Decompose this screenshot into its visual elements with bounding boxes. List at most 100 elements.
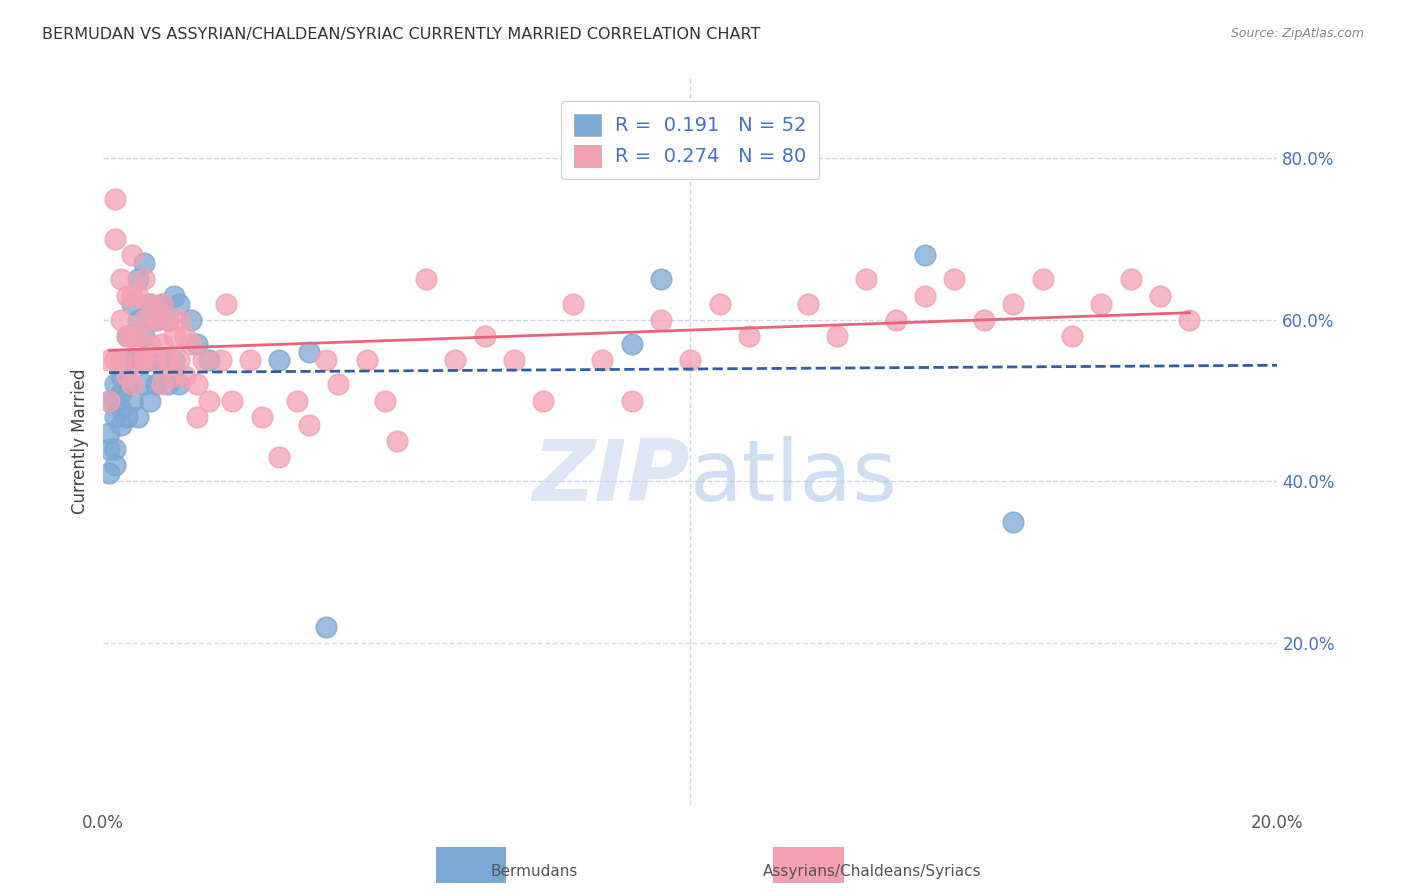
Point bbox=[356, 353, 378, 368]
Point bbox=[121, 353, 143, 368]
Point bbox=[162, 353, 184, 368]
Point bbox=[139, 353, 162, 368]
Point bbox=[162, 369, 184, 384]
Point bbox=[169, 353, 191, 368]
Point bbox=[121, 393, 143, 408]
Point bbox=[239, 353, 262, 368]
Point bbox=[104, 393, 127, 408]
Text: atlas: atlas bbox=[690, 436, 898, 519]
Point bbox=[110, 401, 132, 416]
Point bbox=[104, 442, 127, 457]
Point bbox=[914, 248, 936, 262]
Point bbox=[104, 458, 127, 473]
Point bbox=[156, 353, 179, 368]
Point bbox=[127, 313, 149, 327]
Point bbox=[169, 313, 191, 327]
Point bbox=[191, 353, 214, 368]
Point bbox=[139, 337, 162, 351]
Point bbox=[110, 369, 132, 384]
Point bbox=[1002, 515, 1025, 529]
Point bbox=[591, 353, 613, 368]
Point bbox=[1090, 296, 1112, 310]
Point bbox=[127, 288, 149, 302]
Point bbox=[221, 393, 243, 408]
Point bbox=[209, 353, 232, 368]
Point bbox=[110, 353, 132, 368]
Y-axis label: Currently Married: Currently Married bbox=[72, 368, 89, 514]
Text: BERMUDAN VS ASSYRIAN/CHALDEAN/SYRIAC CURRENTLY MARRIED CORRELATION CHART: BERMUDAN VS ASSYRIAN/CHALDEAN/SYRIAC CUR… bbox=[42, 27, 761, 42]
Point bbox=[98, 393, 121, 408]
Point bbox=[134, 256, 156, 270]
Point bbox=[709, 296, 731, 310]
Point bbox=[198, 393, 221, 408]
Point bbox=[121, 329, 143, 343]
Point bbox=[315, 353, 337, 368]
Point bbox=[180, 337, 202, 351]
Point bbox=[115, 369, 138, 384]
Point bbox=[156, 313, 179, 327]
Point bbox=[174, 369, 197, 384]
Point bbox=[127, 353, 149, 368]
Point bbox=[169, 296, 191, 310]
Point bbox=[162, 288, 184, 302]
Text: ZIP: ZIP bbox=[533, 436, 690, 519]
Point bbox=[162, 329, 184, 343]
Point bbox=[156, 313, 179, 327]
Point bbox=[620, 337, 643, 351]
Point bbox=[104, 192, 127, 206]
Point bbox=[110, 417, 132, 432]
Point bbox=[825, 329, 848, 343]
Point bbox=[115, 377, 138, 392]
Point bbox=[127, 353, 149, 368]
Point bbox=[121, 296, 143, 310]
Point bbox=[914, 288, 936, 302]
Point bbox=[115, 409, 138, 424]
Point bbox=[139, 296, 162, 310]
Point bbox=[503, 353, 526, 368]
Point bbox=[444, 353, 467, 368]
Point bbox=[973, 313, 995, 327]
Point bbox=[533, 393, 555, 408]
Point bbox=[298, 345, 321, 359]
Point bbox=[104, 353, 127, 368]
Point bbox=[134, 353, 156, 368]
Point bbox=[679, 353, 702, 368]
Point bbox=[121, 248, 143, 262]
Point bbox=[186, 409, 208, 424]
Point bbox=[121, 288, 143, 302]
Point bbox=[134, 313, 156, 327]
Point bbox=[474, 329, 496, 343]
Point bbox=[98, 425, 121, 440]
Point bbox=[186, 377, 208, 392]
Point bbox=[110, 385, 132, 400]
Point bbox=[98, 467, 121, 481]
Point bbox=[145, 353, 167, 368]
Legend: R =  0.191   N = 52, R =  0.274   N = 80: R = 0.191 N = 52, R = 0.274 N = 80 bbox=[561, 101, 820, 179]
Point bbox=[174, 329, 197, 343]
Point bbox=[650, 272, 672, 286]
Point bbox=[121, 377, 143, 392]
Point bbox=[139, 393, 162, 408]
Point bbox=[884, 313, 907, 327]
Point bbox=[1149, 288, 1171, 302]
Text: Source: ZipAtlas.com: Source: ZipAtlas.com bbox=[1230, 27, 1364, 40]
Point bbox=[315, 620, 337, 634]
Point bbox=[134, 329, 156, 343]
Point bbox=[326, 377, 349, 392]
Point bbox=[98, 393, 121, 408]
Point bbox=[145, 313, 167, 327]
Point bbox=[1002, 296, 1025, 310]
Point bbox=[796, 296, 818, 310]
Point bbox=[1031, 272, 1053, 286]
Point bbox=[98, 442, 121, 457]
Point bbox=[127, 409, 149, 424]
Point bbox=[855, 272, 877, 286]
Point bbox=[104, 377, 127, 392]
Point bbox=[104, 409, 127, 424]
Point bbox=[269, 353, 291, 368]
Point bbox=[134, 272, 156, 286]
Point bbox=[738, 329, 761, 343]
Point bbox=[115, 288, 138, 302]
Point bbox=[150, 296, 173, 310]
Point bbox=[1178, 313, 1201, 327]
